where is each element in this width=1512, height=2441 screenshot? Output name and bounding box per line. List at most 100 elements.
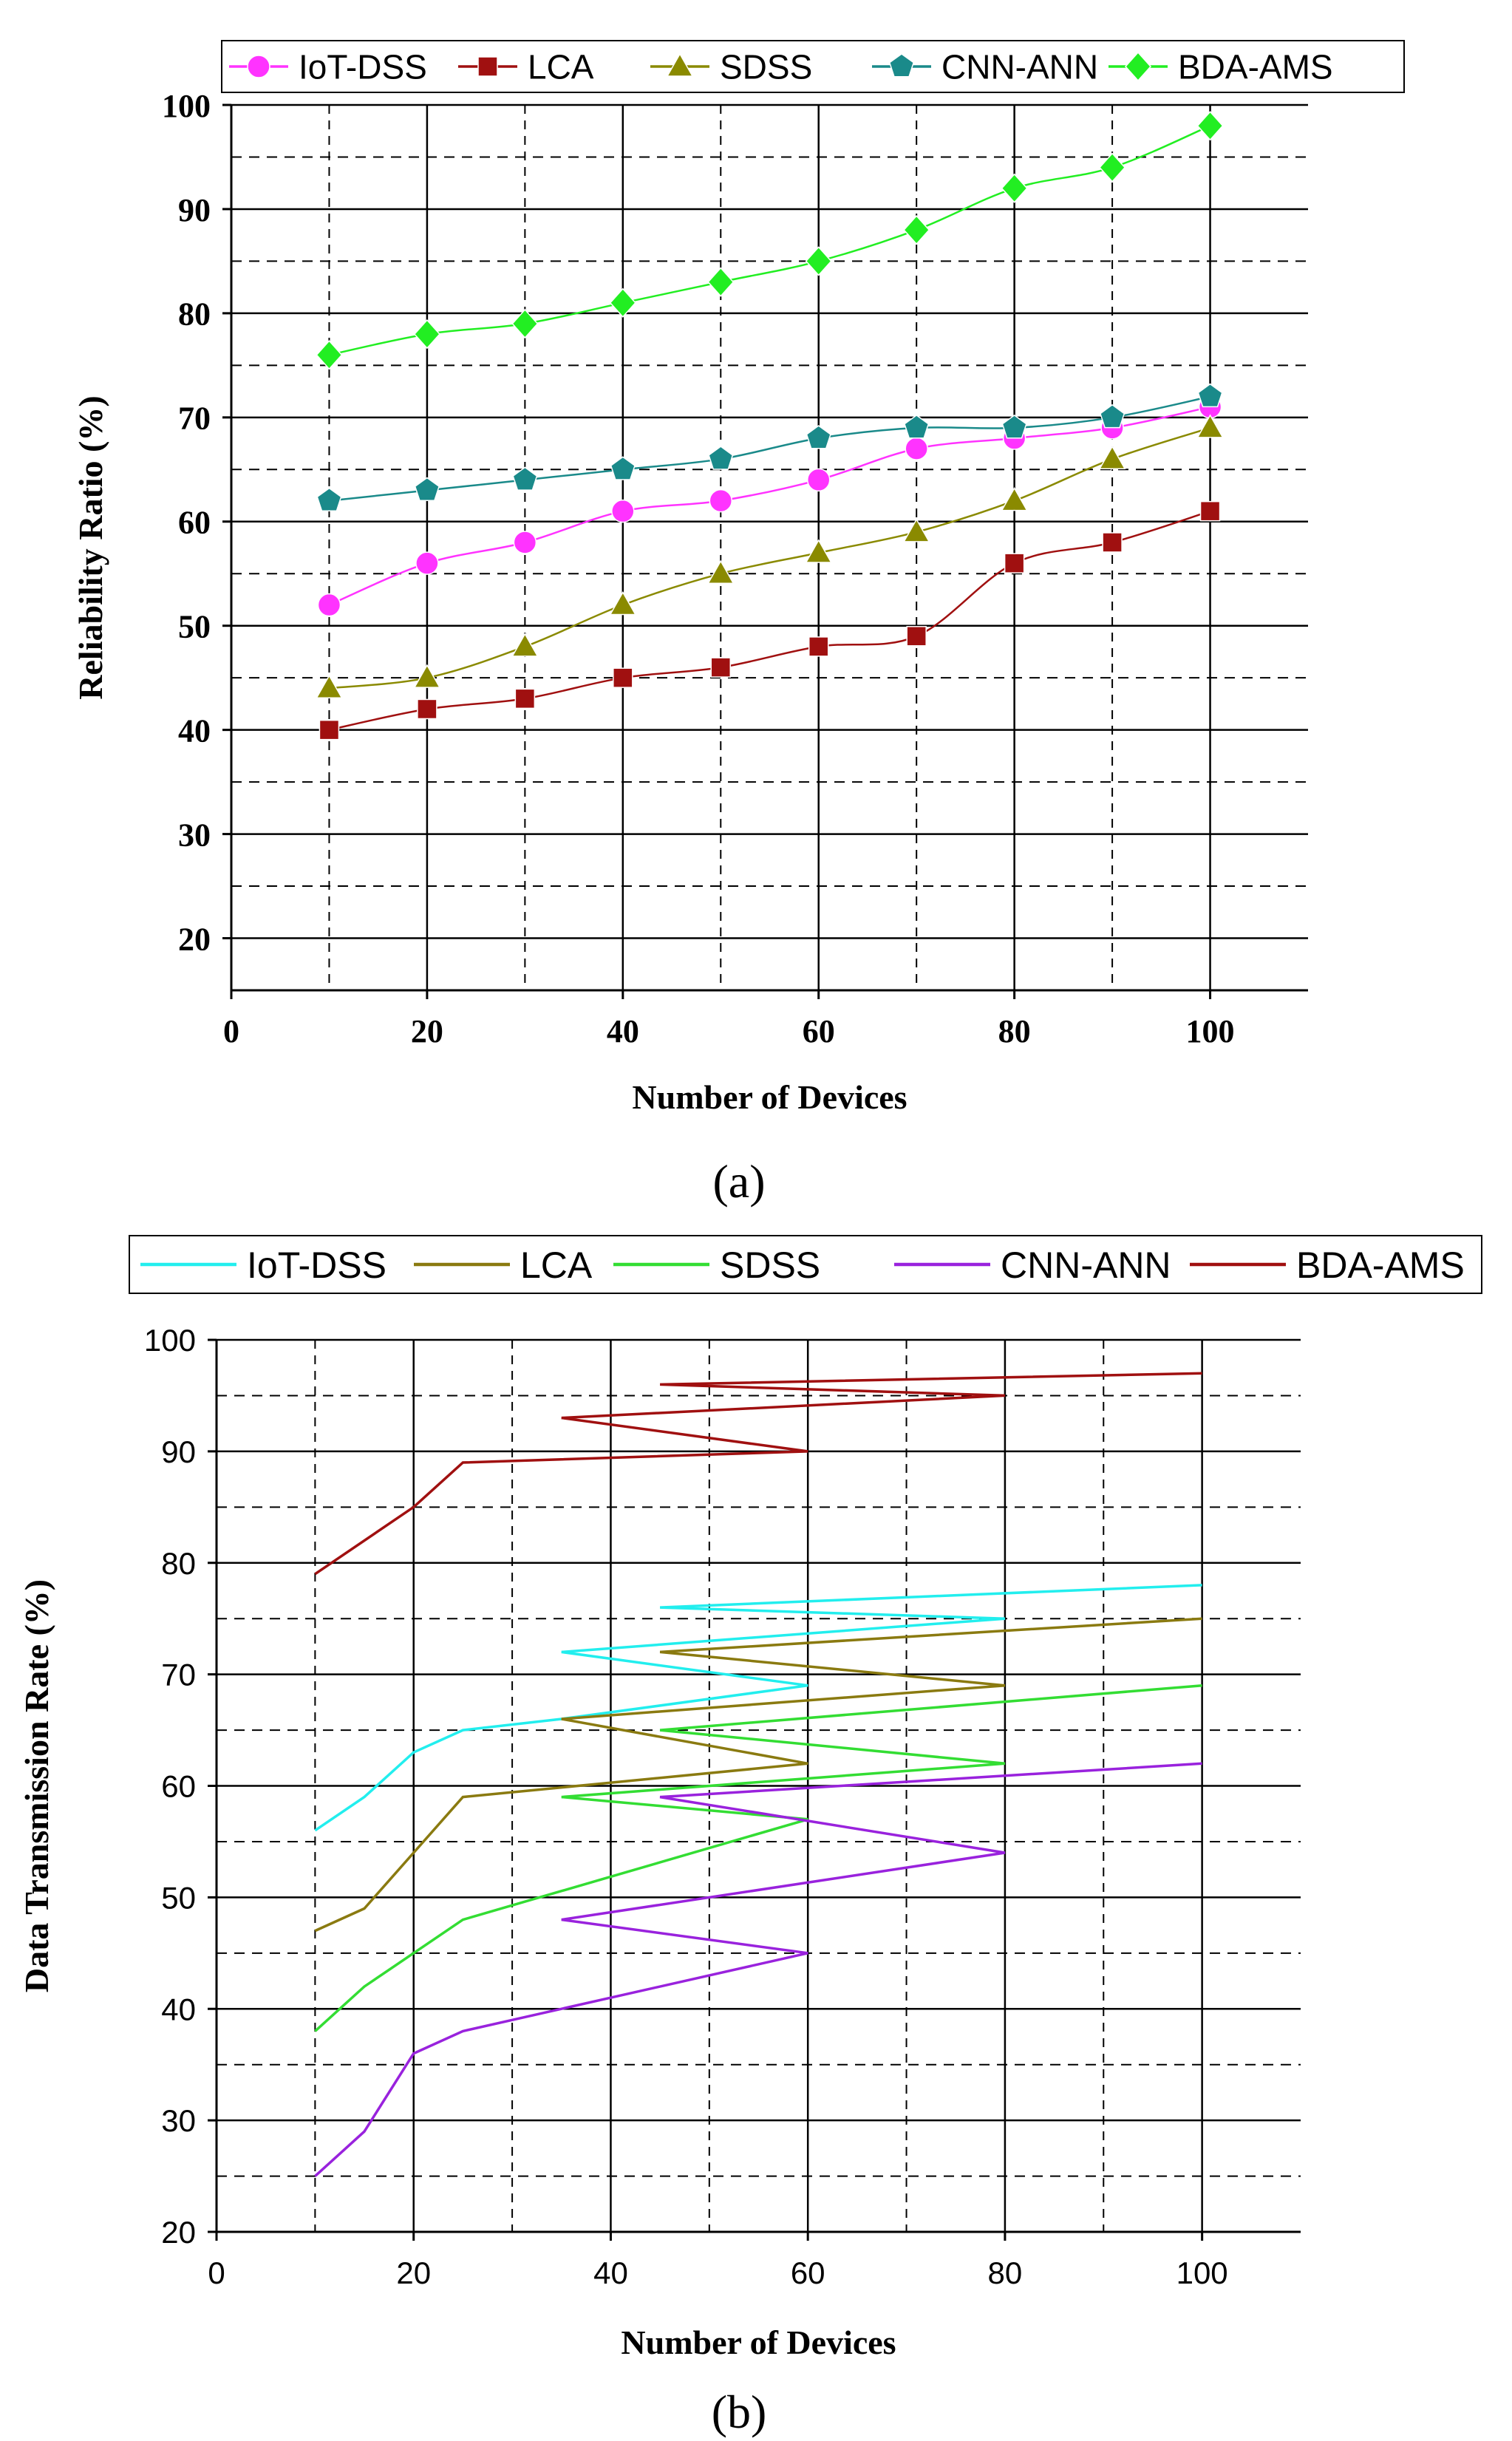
y-tick-label: 50 xyxy=(178,609,211,645)
series-line xyxy=(328,406,1210,606)
x-tick-label: 100 xyxy=(1186,1013,1235,1049)
data-point xyxy=(609,590,637,616)
x-tick-label: 40 xyxy=(593,2256,628,2290)
legend: IoT-DSS LCA SDSS CNN-ANN BDA-AMS xyxy=(129,1235,1482,1294)
data-point xyxy=(316,340,343,370)
data-point xyxy=(513,531,537,554)
data-point xyxy=(413,664,441,688)
series-iot-dss xyxy=(317,395,1222,617)
y-tick-label: 60 xyxy=(161,1769,196,1804)
data-point xyxy=(902,518,930,542)
x-tick-label: 60 xyxy=(803,1013,835,1049)
y-tick-label: 90 xyxy=(161,1434,196,1469)
panel-label: (b) xyxy=(712,2386,767,2438)
legend-swatch-marker xyxy=(666,52,694,77)
y-axis-title: Reliability Ratio (%) xyxy=(72,395,109,699)
data-point xyxy=(808,636,829,657)
y-tick-label: 20 xyxy=(178,921,211,957)
legend-item: LCA xyxy=(458,48,594,86)
legend-label: LCA xyxy=(520,1245,593,1286)
y-tick-label: 100 xyxy=(162,88,211,124)
y-tick-label: 80 xyxy=(161,1546,196,1581)
legend-item: IoT-DSS xyxy=(140,1245,386,1286)
y-tick-label: 50 xyxy=(161,1880,196,1915)
data-point xyxy=(710,657,732,678)
series-bda-ams xyxy=(316,111,1224,370)
legend-swatch-marker xyxy=(888,53,915,78)
y-tick-label: 70 xyxy=(161,1658,196,1692)
series-lca xyxy=(314,1617,1202,1933)
legend: IoT-DSS LCA SDSS CNN-ANN BDA-AMS xyxy=(221,40,1405,93)
series-iot-dss xyxy=(314,1584,1202,1832)
legend-item: CNN-ANN xyxy=(872,48,1098,86)
data-point xyxy=(613,667,633,688)
data-point xyxy=(805,539,833,563)
series-line xyxy=(314,1584,1202,1832)
chart-a: 20 30 40 50 60 70 80 90 100 0 20 40 60 80 100 Number of… xyxy=(72,40,1405,1208)
x-axis-title: Number of Devices xyxy=(621,2323,896,2361)
series-sdss xyxy=(314,1683,1202,2032)
legend-label: SDSS xyxy=(720,1245,820,1286)
y-tick-label: 60 xyxy=(178,505,211,541)
data-point xyxy=(904,414,930,439)
data-point xyxy=(319,719,340,741)
data-point xyxy=(610,456,636,480)
legend-item: SDSS xyxy=(650,48,812,86)
x-tick-label: 60 xyxy=(791,2256,825,2290)
legend-item: BDA-AMS xyxy=(1109,48,1333,86)
data-point xyxy=(1001,414,1027,439)
data-point xyxy=(611,499,635,523)
legend-item: CNN-ANN xyxy=(894,1245,1171,1286)
data-point xyxy=(709,488,733,513)
y-tick-label: 90 xyxy=(178,192,211,228)
data-point xyxy=(1199,500,1221,522)
x-tick-label: 40 xyxy=(607,1013,639,1049)
x-tick-label: 20 xyxy=(396,2256,431,2290)
series-cnn-ann xyxy=(316,383,1223,512)
y-tick-label: 80 xyxy=(178,296,211,333)
legend-item: LCA xyxy=(414,1245,593,1286)
data-point xyxy=(609,287,636,318)
legend-label: CNN-ANN xyxy=(941,48,1098,86)
data-point xyxy=(1102,532,1123,553)
data-point xyxy=(514,688,536,709)
data-point xyxy=(707,267,735,297)
x-tick-label: 80 xyxy=(988,2256,1023,2290)
legend-swatch-marker xyxy=(1124,51,1152,82)
data-point xyxy=(317,593,341,617)
y-tick-label: 20 xyxy=(161,2215,196,2250)
data-point xyxy=(417,698,437,720)
x-tick-label: 0 xyxy=(223,1013,239,1049)
data-point xyxy=(316,487,342,512)
data-point xyxy=(1001,487,1028,511)
y-tick-label: 30 xyxy=(161,2103,196,2138)
series-line xyxy=(314,1683,1202,2032)
grid-lines xyxy=(217,1338,1301,2233)
data-point xyxy=(1098,445,1126,469)
data-point xyxy=(1197,383,1223,408)
legend-label: CNN-ANN xyxy=(1001,1245,1171,1286)
legend-item: SDSS xyxy=(613,1245,820,1286)
series-line xyxy=(329,426,1210,690)
legend-label: BDA-AMS xyxy=(1178,48,1333,86)
data-point xyxy=(805,246,832,276)
data-point xyxy=(1001,173,1028,203)
y-tick-label: 30 xyxy=(178,817,211,853)
y-tick-label: 70 xyxy=(178,401,211,437)
series-cnn-ann xyxy=(314,1762,1202,2177)
data-point xyxy=(1196,111,1224,141)
legend-label: IoT-DSS xyxy=(299,48,427,86)
series-sdss xyxy=(316,414,1224,699)
y-tick-label: 40 xyxy=(161,1992,196,2026)
series-line xyxy=(314,1372,1202,1576)
x-tick-label: 20 xyxy=(411,1013,443,1049)
data-point xyxy=(413,319,440,350)
data-point xyxy=(906,626,927,647)
legend-swatch-marker xyxy=(247,55,270,78)
x-tick-label: 80 xyxy=(998,1013,1031,1049)
data-point xyxy=(706,559,735,584)
x-tick-label: 0 xyxy=(208,2256,225,2290)
data-point xyxy=(1100,404,1126,429)
y-tick-label: 100 xyxy=(144,1323,196,1358)
